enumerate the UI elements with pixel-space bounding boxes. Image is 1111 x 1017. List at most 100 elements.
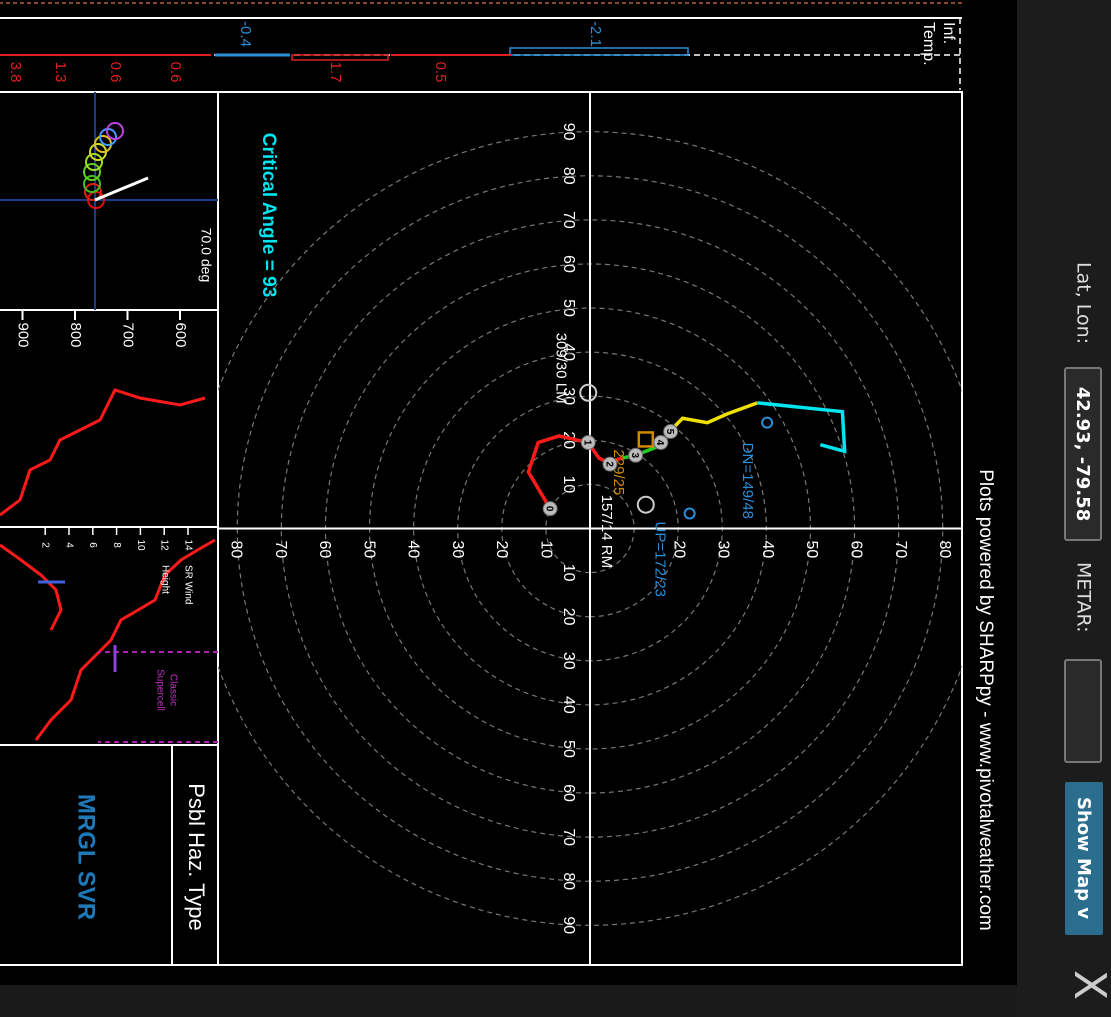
- slinky-rings: [83, 122, 124, 209]
- u-tick-label: 70: [560, 211, 577, 229]
- show-map-label: Show Map v: [1073, 797, 1094, 919]
- height-marker-label: 1: [582, 440, 593, 446]
- v-tick-label: 80: [227, 541, 244, 559]
- height-marker: [602, 456, 618, 472]
- height-marker: [580, 435, 596, 451]
- u-tick-label: 30: [560, 652, 577, 670]
- v-tick-label: 70: [892, 541, 909, 559]
- mean-wind: [637, 431, 655, 448]
- height-marker-label: 5: [664, 429, 675, 435]
- metar-label: METAR:: [1073, 562, 1095, 633]
- metar-input[interactable]: [1064, 659, 1102, 763]
- storm-motion-label: DN=149/48: [739, 443, 756, 519]
- storm-motion-label: UP=172/23: [652, 522, 669, 597]
- slinky-vector: [94, 176, 149, 202]
- slinky-ring: [106, 122, 124, 140]
- sr-note: Supercell: [154, 669, 165, 711]
- sr-tick-label: 10: [135, 539, 146, 551]
- u-tick-label: 60: [560, 255, 577, 273]
- strip-value: 3.8: [7, 62, 24, 83]
- height-marker: [653, 435, 669, 451]
- storm-motion: [683, 507, 696, 520]
- lat-lon-label: Lat, Lon:: [1073, 262, 1095, 344]
- slinky-ring: [85, 153, 103, 171]
- strip-box: [291, 54, 389, 61]
- sr-tick-label: 2: [40, 542, 51, 548]
- hodograph-trace: [757, 401, 847, 454]
- v-tick-label: 70: [272, 541, 289, 559]
- sr-tick-label: 14: [182, 539, 193, 551]
- u-tick-label: 10: [560, 476, 577, 494]
- profile-line: [0, 388, 206, 517]
- slinky-angle: 70.0 deg: [198, 228, 214, 283]
- page-title: Plots powered by SHARPpy - www.pivotalwe…: [975, 469, 996, 930]
- sr-tick-label: 4: [63, 542, 74, 548]
- sr-wind-line: [34, 538, 216, 741]
- profile-tick-label: 900: [15, 322, 32, 347]
- hazard-title: Psbl Haz. Type: [184, 783, 209, 931]
- height-marker-label: 2: [603, 461, 614, 467]
- height-marker: [542, 501, 558, 517]
- sr-note: Classic: [167, 674, 178, 706]
- u-tick-label: 40: [560, 343, 577, 361]
- sr-label: Height: [159, 565, 170, 594]
- v-tick-label: 50: [360, 541, 377, 559]
- lat-lon-input[interactable]: [1064, 367, 1102, 541]
- u-tick-label: 40: [560, 696, 577, 714]
- v-tick-label: 30: [715, 541, 732, 559]
- slinky-ring: [83, 163, 101, 181]
- strip-value: 0.6: [167, 62, 184, 83]
- strip-value: -2.1: [587, 21, 604, 47]
- u-tick-label: 90: [560, 916, 577, 934]
- strip-label: Temp.: [920, 22, 937, 66]
- height-marker-label: 4: [654, 440, 665, 446]
- v-tick-label: 10: [537, 541, 554, 559]
- sr-tick-label: 12: [159, 539, 170, 551]
- profile-tick-label: 800: [67, 322, 84, 347]
- sr-label: SR Wind: [182, 565, 193, 604]
- profile-tick-label: 700: [120, 322, 137, 347]
- strip-value: 1.3: [52, 62, 69, 83]
- slinky-ring: [84, 183, 102, 201]
- side-gutter: [0, 985, 1017, 1017]
- u-tick-label: 60: [560, 784, 577, 802]
- height-marker-label: 3: [629, 453, 640, 459]
- storm-motion-label: 157/14 RM: [598, 495, 615, 568]
- v-tick-label: 60: [847, 541, 864, 559]
- storm-motion: [636, 495, 655, 514]
- hazard-value: MRGL SVR: [73, 794, 100, 920]
- v-tick-label: 30: [449, 541, 466, 559]
- u-tick-label: 50: [560, 299, 577, 317]
- v-tick-label: 40: [405, 541, 422, 559]
- v-tick-label: 20: [670, 541, 687, 559]
- critical-angle: Critical Angle = 93: [258, 133, 279, 298]
- u-tick-label: 80: [560, 167, 577, 185]
- height-marker: [628, 447, 644, 463]
- u-tick-label: 80: [560, 872, 577, 890]
- slinky-ring: [83, 175, 101, 193]
- strip-value: -0.4: [237, 21, 254, 47]
- height-marker-label: 0: [544, 506, 555, 512]
- strip-value: 0.6: [107, 62, 124, 83]
- u-tick-label: 50: [560, 740, 577, 758]
- storm-motion: [761, 416, 774, 429]
- hodograph-trace: [668, 401, 759, 433]
- height-marker: [663, 424, 679, 439]
- v-tick-label: 80: [936, 541, 953, 559]
- u-tick-label: 10: [560, 564, 577, 582]
- strip-box: [509, 47, 689, 56]
- u-tick-label: 70: [560, 828, 577, 846]
- lat-lon-value: 42.93, -79.58: [1072, 387, 1093, 521]
- strip-value: 0.5: [432, 62, 449, 83]
- v-tick-label: 50: [803, 541, 820, 559]
- v-tick-label: 40: [759, 541, 776, 559]
- strip-label: Inf.: [940, 22, 957, 44]
- sr-tick-label: 8: [111, 542, 122, 548]
- v-tick-label: 60: [316, 541, 333, 559]
- close-button[interactable]: X: [1064, 970, 1111, 1000]
- show-map-button[interactable]: [1065, 782, 1103, 935]
